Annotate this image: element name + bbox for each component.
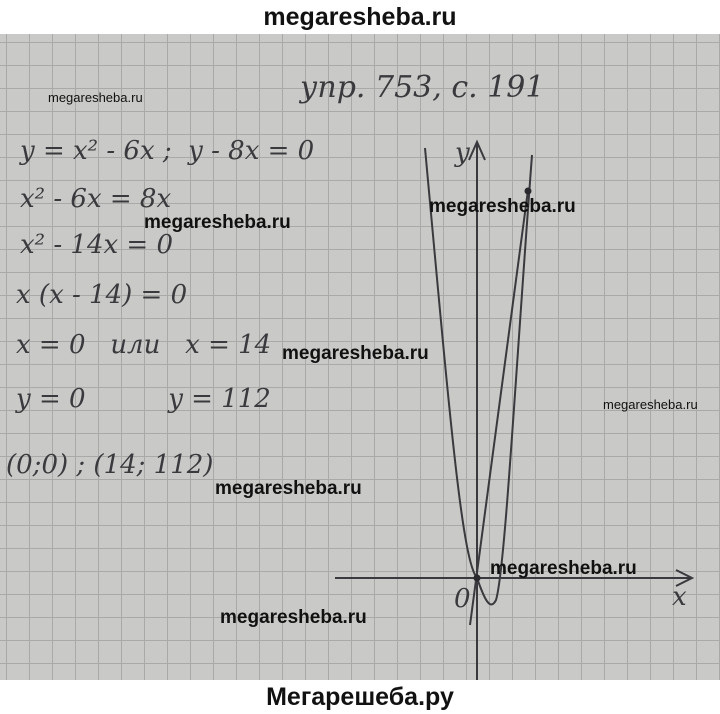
- solution-line: x² - 14x = 0: [20, 230, 174, 260]
- watermark: megaresheba.ru: [282, 343, 429, 364]
- x-axis-label: x: [672, 582, 687, 612]
- solution-line: y = x² - 6x ; y - 8x = 0: [20, 136, 315, 166]
- watermark: megaresheba.ru: [220, 607, 367, 628]
- watermark: megaresheba.ru: [144, 212, 291, 233]
- site-header: megaresheba.ru: [0, 0, 720, 34]
- solution-line: y = 0 y = 112: [16, 384, 271, 414]
- watermark: megaresheba.ru: [490, 558, 637, 579]
- watermark: megaresheba.ru: [603, 397, 698, 412]
- origin-point: [473, 574, 481, 582]
- graph-paper-photo: [0, 34, 720, 680]
- solution-line: (0;0) ; (14; 112): [6, 450, 214, 480]
- solution-line: x (x - 14) = 0: [16, 280, 188, 310]
- solution-line: x² - 6x = 8x: [20, 184, 172, 214]
- watermark: megaresheba.ru: [429, 196, 576, 217]
- site-footer: Мегарешеба.ру: [0, 680, 720, 714]
- y-axis-arrow: [468, 139, 486, 161]
- y-axis-label: y: [455, 138, 470, 168]
- exercise-heading: упр. 753, с. 191: [300, 70, 545, 105]
- x-axis-arrow: [675, 569, 695, 587]
- parabola-curve: [424, 147, 533, 606]
- watermark: megaresheba.ru: [215, 478, 362, 499]
- intersection-point: [524, 187, 532, 195]
- solution-line: x = 0 или x = 14: [16, 330, 272, 360]
- origin-label: 0: [454, 584, 471, 614]
- watermark: megaresheba.ru: [48, 90, 143, 105]
- line-y-8x: [469, 189, 529, 626]
